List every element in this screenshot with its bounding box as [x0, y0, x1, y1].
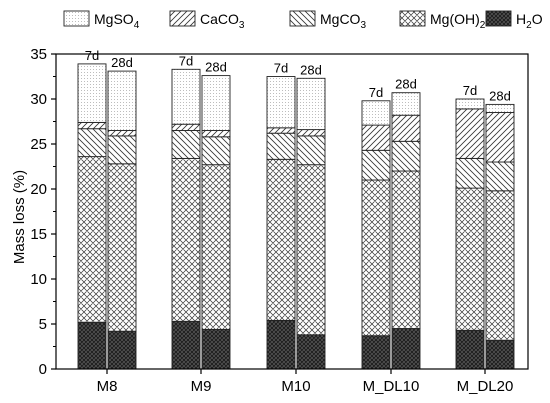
- legend-label-h2o: H2O: [516, 11, 543, 31]
- bar-segment-caco3-m_dl10-7d: [361, 124, 391, 151]
- bar-segment-mgco3-m10-7d: [266, 132, 296, 160]
- y-tick-label: 5: [39, 316, 47, 333]
- legend-swatch-mgso4: [63, 10, 90, 27]
- bar-segment-mgoh2-m8-28d: [107, 163, 137, 332]
- legend-swatch-h2o: [485, 10, 512, 27]
- bar-segment-mgso4-m_dl20-28d: [485, 103, 515, 113]
- bar-segment-mgoh2-m8-7d: [77, 156, 107, 323]
- age-label: 28d: [111, 55, 133, 70]
- age-label: 28d: [300, 62, 322, 77]
- bar-segment-caco3-m10-28d: [296, 129, 326, 137]
- age-label: 7d: [463, 83, 477, 98]
- bar-segment-mgco3-m_dl10-7d: [361, 149, 391, 181]
- bar-segment-mgso4-m9-28d: [201, 75, 231, 131]
- bar-segment-mgco3-m9-7d: [171, 130, 201, 159]
- bar-segment-mgso4-m_dl20-7d: [455, 98, 485, 110]
- bar-segment-mgso4-m9-7d: [171, 68, 201, 125]
- age-label: 28d: [489, 88, 511, 103]
- age-label: 7d: [85, 48, 99, 63]
- bar-segment-caco3-m8-28d: [107, 130, 137, 137]
- y-tick-label: 15: [30, 226, 47, 243]
- y-tick-label: 20: [30, 181, 47, 198]
- age-label: 7d: [274, 61, 288, 76]
- legend: MgSO4 CaCO3 MgCO3 Mg(OH)2 H2O: [63, 10, 543, 31]
- legend-swatch-mgoh2: [399, 10, 426, 27]
- bar-segment-caco3-m_dl20-7d: [455, 108, 485, 159]
- legend-label-mgoh2: Mg(OH)2: [430, 11, 486, 31]
- x-tick-label: M_DL20: [457, 378, 514, 395]
- bar-segment-caco3-m_dl20-28d: [485, 112, 515, 163]
- bar-segment-h2o-m9-28d: [201, 328, 231, 370]
- y-tick-label: 10: [30, 271, 47, 288]
- bar-segment-mgco3-m_dl20-7d: [455, 157, 485, 189]
- x-tick-label: M_DL10: [363, 378, 420, 395]
- age-label: 7d: [179, 53, 193, 68]
- bar-segment-mgso4-m8-7d: [77, 63, 107, 123]
- bar-segment-mgso4-m10-7d: [266, 76, 296, 129]
- y-tick-label: 35: [30, 46, 47, 63]
- axes-layer: 0 5 10 15 20 25 30 35 M8 M9 M10 M_DL10 M_DL20: [30, 46, 529, 395]
- bar-segment-mgoh2-m_dl20-28d: [485, 190, 515, 341]
- bar-segment-mgoh2-m10-7d: [266, 158, 296, 321]
- bar-segment-mgoh2-m10-28d: [296, 164, 326, 336]
- bar-segment-h2o-m_dl10-7d: [361, 335, 391, 370]
- legend-swatch-caco3: [169, 10, 196, 27]
- bar-segment-caco3-m8-7d: [77, 121, 107, 130]
- bar-segment-mgco3-m8-7d: [77, 128, 107, 158]
- bar-segment-h2o-m_dl20-7d: [455, 329, 485, 370]
- legend-label-mgco3: MgCO3: [320, 11, 366, 31]
- age-label: 28d: [205, 60, 227, 75]
- bar-segment-h2o-m8-28d: [107, 330, 137, 370]
- bar-segment-mgco3-m_dl20-28d: [485, 161, 515, 192]
- bar-segment-h2o-m8-7d: [77, 321, 107, 370]
- age-label: 28d: [395, 77, 417, 92]
- bar-segment-mgco3-m9-28d: [201, 136, 231, 166]
- bar-segment-h2o-m_dl20-28d: [485, 339, 515, 370]
- y-tick-label: 0: [39, 361, 47, 378]
- bar-segment-mgoh2-m_dl10-28d: [391, 170, 421, 329]
- bar-segment-mgso4-m10-28d: [296, 77, 326, 131]
- bar-segment-h2o-m10-28d: [296, 334, 326, 370]
- bar-segment-mgoh2-m9-7d: [171, 157, 201, 322]
- legend-label-caco3: CaCO3: [200, 11, 245, 31]
- bar-segment-h2o-m_dl10-28d: [391, 328, 421, 370]
- bar-segment-mgco3-m8-28d: [107, 135, 137, 165]
- bar-segment-mgoh2-m_dl20-7d: [455, 187, 485, 331]
- bar-segment-caco3-m10-7d: [266, 127, 296, 134]
- bar-segment-mgco3-m_dl10-28d: [391, 140, 421, 172]
- bar-segment-mgso4-m8-28d: [107, 70, 137, 131]
- bar-segment-mgso4-m_dl10-28d: [391, 92, 421, 116]
- legend-swatch-mgco3: [289, 10, 316, 27]
- bar-segment-mgoh2-m_dl10-7d: [361, 179, 391, 337]
- bars-layer: 7d 28d 7d 28d 7d 28d 7d 28d 7d 28d: [77, 48, 515, 370]
- age-label: 7d: [369, 85, 383, 100]
- bar-segment-h2o-m10-7d: [266, 319, 296, 370]
- y-axis-label: Mass loss (%): [11, 170, 28, 264]
- y-tick-label: 30: [30, 91, 47, 108]
- bar-segment-caco3-m9-7d: [171, 123, 201, 131]
- x-tick-label: M9: [191, 378, 212, 395]
- bar-segment-mgco3-m10-28d: [296, 135, 326, 166]
- bar-segment-mgoh2-m9-28d: [201, 164, 231, 330]
- x-tick-label: M8: [97, 378, 118, 395]
- legend-label-mgso4: MgSO4: [94, 11, 140, 31]
- x-tick-label: M10: [281, 378, 310, 395]
- y-tick-label: 25: [30, 136, 47, 153]
- bar-segment-mgso4-m_dl10-7d: [361, 100, 391, 126]
- bar-segment-h2o-m9-7d: [171, 320, 201, 370]
- bar-segment-caco3-m_dl10-28d: [391, 114, 421, 142]
- bar-segment-caco3-m9-28d: [201, 130, 231, 138]
